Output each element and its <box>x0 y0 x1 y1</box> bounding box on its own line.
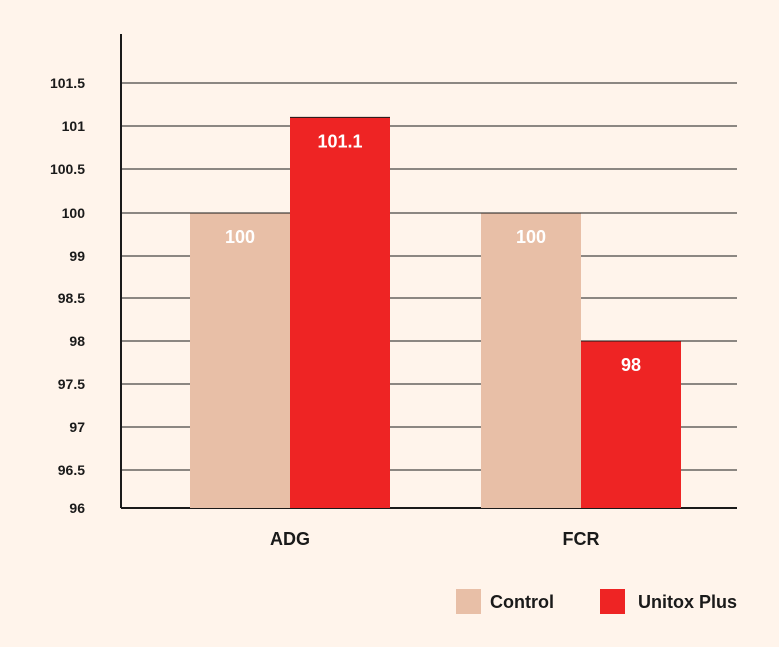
bar-layer <box>190 116 681 509</box>
y-tick-label: 98 <box>69 333 85 349</box>
y-tick-label: 100.5 <box>50 161 85 177</box>
legend-swatch-control <box>456 589 481 614</box>
y-tick-label: 100 <box>62 205 86 221</box>
legend-label-unitox-plus: Unitox Plus <box>638 592 737 612</box>
legend-swatch-unitox-plus <box>600 589 625 614</box>
axis-layer: 96 96.5 97 97.5 98 98.5 99 100 100.5 101 101.5 ADG F… <box>50 34 600 549</box>
bar-unitox-plus-fcr <box>581 341 681 508</box>
y-tick-label: 96.5 <box>58 462 85 478</box>
bar-control-fcr <box>481 213 581 508</box>
label-layer: 100 101.1 100 98 <box>225 131 641 375</box>
data-label: 100 <box>516 227 546 247</box>
x-category-label: FCR <box>563 529 600 549</box>
legend-label-control: Control <box>490 592 554 612</box>
data-label: 98 <box>621 355 641 375</box>
bar-unitox-plus-adg <box>290 117 390 509</box>
legend: Control Unitox Plus <box>456 589 737 614</box>
y-tick-label: 97.5 <box>58 376 85 392</box>
y-tick-label: 99 <box>69 248 85 264</box>
x-category-label: ADG <box>270 529 310 549</box>
bar-control-adg <box>190 213 290 508</box>
y-tick-label: 96 <box>69 500 85 516</box>
y-tick-label: 101 <box>62 118 86 134</box>
y-tick-label: 97 <box>69 419 85 435</box>
y-tick-label: 101.5 <box>50 75 85 91</box>
y-tick-label: 98.5 <box>58 290 85 306</box>
data-label: 100 <box>225 227 255 247</box>
data-label: 101.1 <box>317 131 362 151</box>
